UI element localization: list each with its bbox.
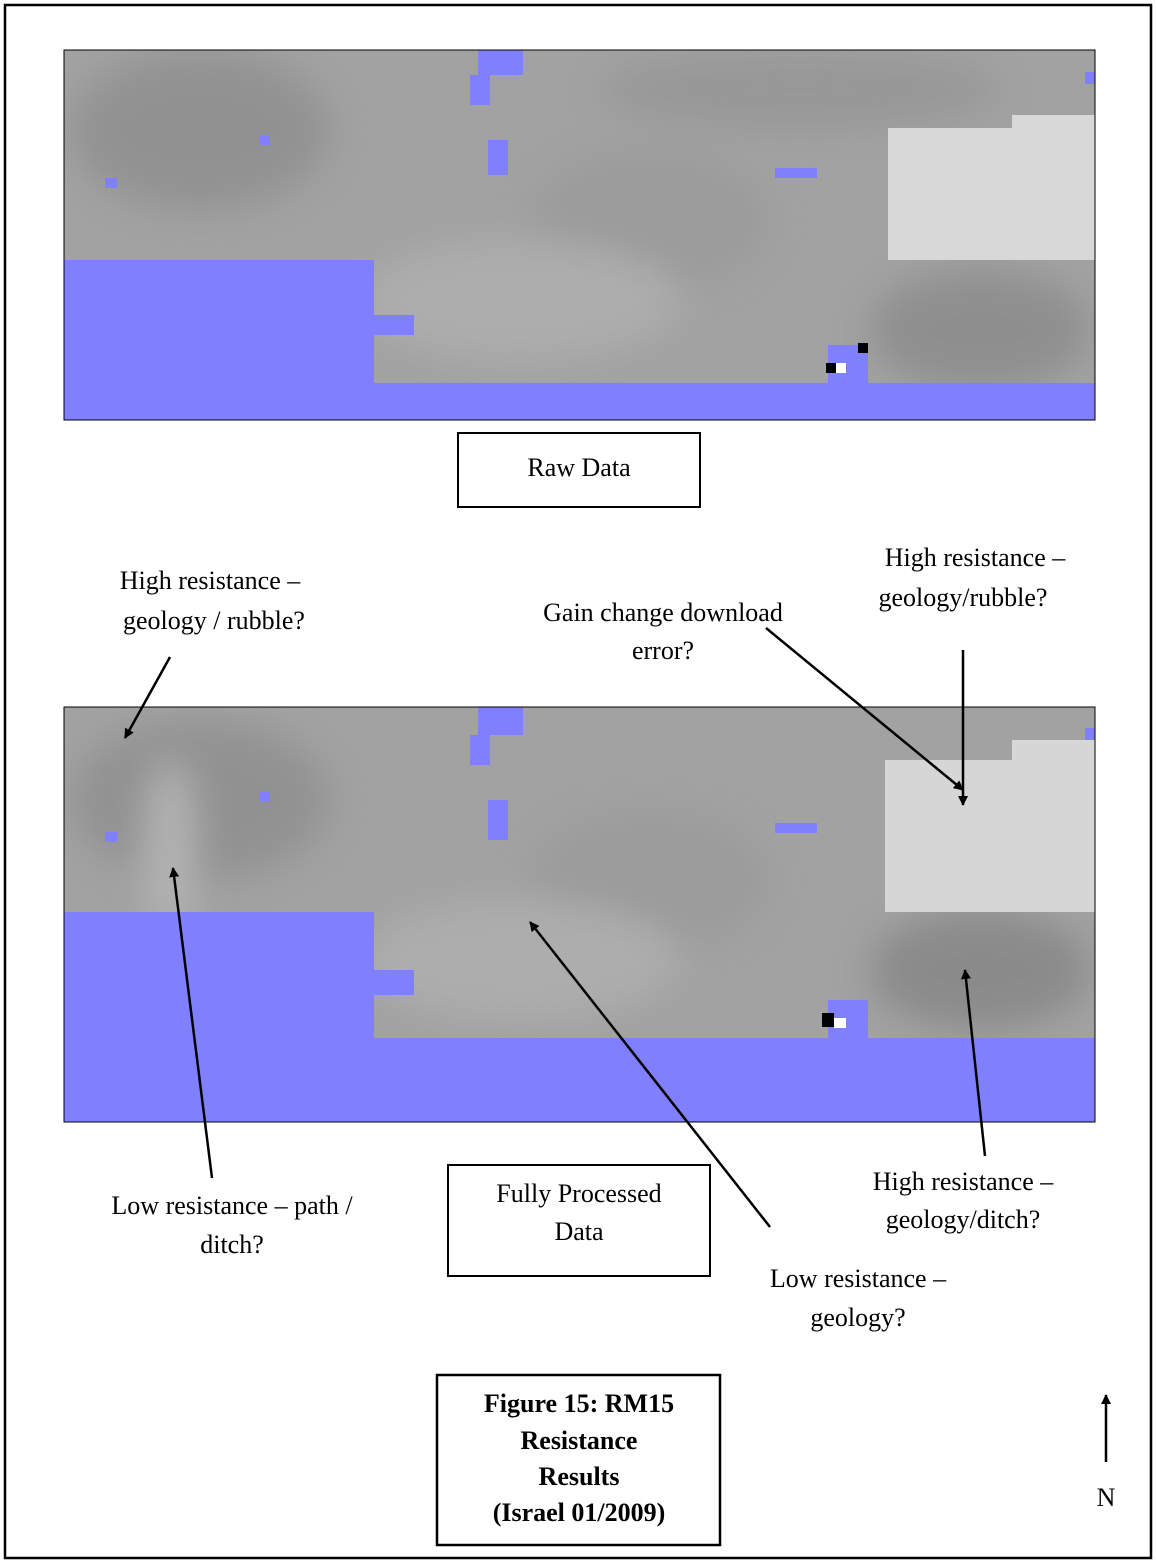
annotation: Low resistance – path /: [111, 1191, 353, 1220]
annotation: geology/rubble?: [879, 583, 1048, 612]
processed-label: Fully Processed: [496, 1179, 661, 1208]
raw-data-image: [64, 50, 1095, 420]
annotation: Gain change download: [543, 598, 783, 627]
annotation: Low resistance –: [770, 1264, 947, 1293]
annotation: error?: [632, 636, 694, 665]
annotation: ditch?: [200, 1230, 264, 1259]
caption: Figure 15: RM15: [484, 1389, 674, 1418]
figure-page: Raw Data Fully Processed Data Figure 15:…: [0, 0, 1156, 1564]
page: {"raw_panel": {"label": "Raw Data"}, "an…: [0, 0, 1156, 1564]
processed-data-image: [64, 707, 1095, 1122]
annotation: geology/ditch?: [886, 1205, 1041, 1234]
raw-data-label: Raw Data: [527, 453, 631, 482]
annotation: High resistance –: [873, 1167, 1055, 1196]
processed-label: Data: [554, 1217, 604, 1246]
caption: (Israel 01/2009): [493, 1498, 666, 1527]
annotation: geology?: [810, 1303, 905, 1332]
annotation: geology / rubble?: [123, 606, 305, 635]
caption: Resistance: [521, 1426, 638, 1455]
annotation: High resistance –: [885, 543, 1067, 572]
annotation: High resistance –: [120, 566, 302, 595]
north-label: N: [1097, 1483, 1116, 1512]
caption: Results: [539, 1462, 620, 1491]
